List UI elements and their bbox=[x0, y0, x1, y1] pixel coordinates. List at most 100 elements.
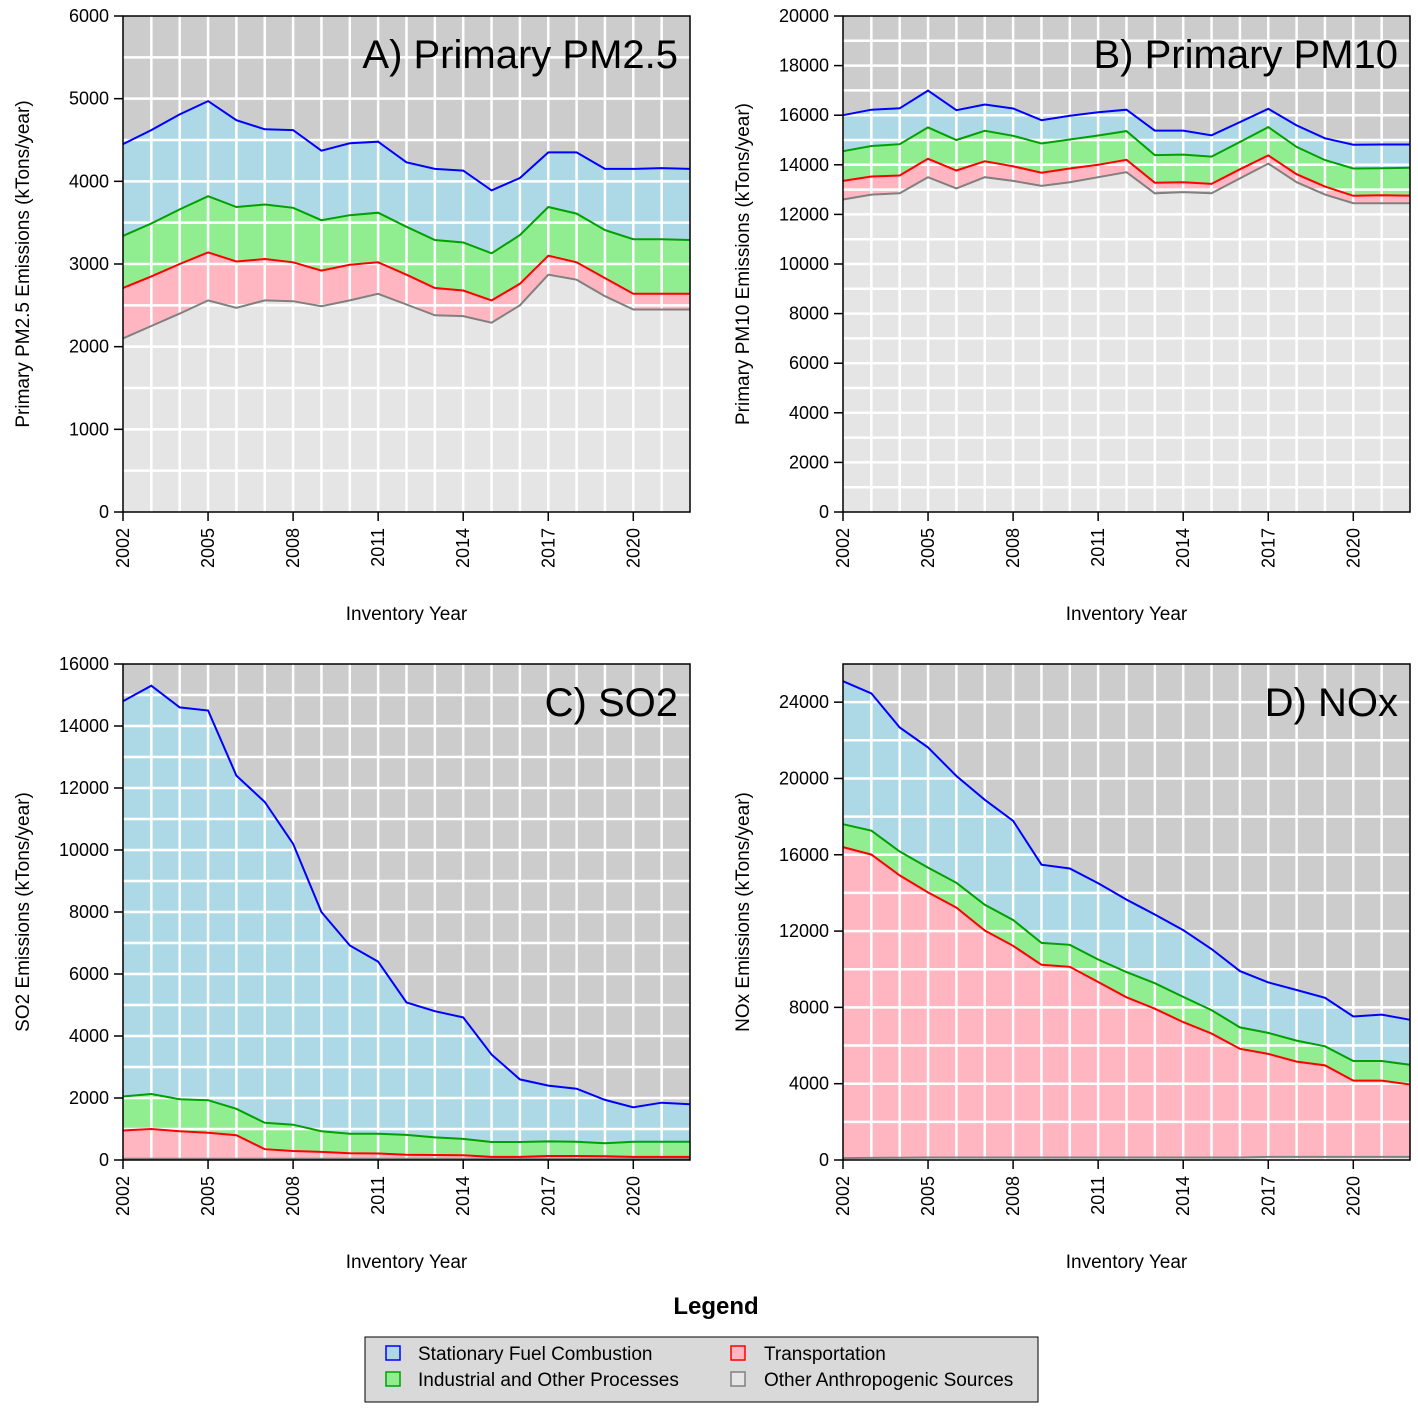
legend-swatch-stationary bbox=[385, 1345, 401, 1361]
x-tick-label: 2008 bbox=[1003, 528, 1023, 568]
x-tick-label: 2005 bbox=[198, 1176, 218, 1216]
panel-title: B) Primary PM10 bbox=[1094, 33, 1399, 77]
x-tick-label: 2002 bbox=[833, 528, 853, 568]
line-transportation bbox=[842, 846, 1411, 1086]
legend: Legend Stationary Fuel Combustion Transp… bbox=[364, 1293, 1039, 1403]
y-tick-label: 0 bbox=[99, 502, 109, 522]
x-tick-label: 2008 bbox=[283, 528, 303, 568]
y-axis-label: Primary PM2.5 Emissions (kTons/year) bbox=[13, 100, 34, 427]
line-industrial-processes bbox=[122, 195, 691, 255]
y-axis-label: NOx Emissions (kTons/year) bbox=[733, 792, 754, 1032]
legend-label-other: Other Anthropogenic Sources bbox=[764, 1370, 1013, 1391]
y-tick-label: 16000 bbox=[779, 105, 829, 125]
panel-title: D) NOx bbox=[1265, 681, 1398, 725]
x-tick-label: 2011 bbox=[1088, 528, 1108, 567]
x-tick-label: 2017 bbox=[1258, 528, 1278, 568]
x-tick-label: 2008 bbox=[283, 1176, 303, 1216]
x-tick-label: 2020 bbox=[1343, 528, 1363, 568]
x-axis-label: Inventory Year bbox=[1066, 1252, 1188, 1273]
y-tick-label: 8000 bbox=[69, 902, 109, 922]
grid-lines bbox=[123, 664, 690, 1160]
x-tick-label: 2020 bbox=[1343, 1176, 1363, 1216]
x-tick-label: 2017 bbox=[538, 528, 558, 568]
x-axis-label: Inventory Year bbox=[1066, 604, 1188, 625]
chart-panels: 0 1000 2000 3000 4000 5000 6000 2002 2005 2008 201… bbox=[13, 6, 1411, 1273]
chart-panel-d: 0 4000 8000 12000 16000 20000 24000 2002 2005 200… bbox=[733, 663, 1411, 1273]
x-tick-label: 2014 bbox=[1173, 1176, 1193, 1216]
legend-label-stationary: Stationary Fuel Combustion bbox=[418, 1344, 652, 1365]
line-industrial-processes bbox=[842, 125, 1411, 170]
y-tick-label: 14000 bbox=[779, 155, 829, 175]
y-tick-label: 0 bbox=[819, 1150, 829, 1170]
line-other-anthropogenic bbox=[842, 162, 1410, 205]
x-axis-label: Inventory Year bbox=[346, 604, 468, 625]
y-tick-label: 0 bbox=[99, 1150, 109, 1170]
y-tick-label: 6000 bbox=[789, 353, 829, 373]
x-tick-label: 2011 bbox=[1088, 1176, 1108, 1215]
y-tick-label: 12000 bbox=[779, 921, 829, 941]
y-tick-label: 1000 bbox=[69, 419, 109, 439]
line-transportation bbox=[842, 154, 1411, 197]
y-tick-label: 12000 bbox=[779, 204, 829, 224]
y-tick-label: 24000 bbox=[779, 692, 829, 712]
y-tick-label: 12000 bbox=[59, 778, 109, 798]
grid-lines bbox=[843, 664, 1410, 1160]
y-tick-label: 10000 bbox=[59, 840, 109, 860]
line-other-anthropogenic bbox=[122, 273, 690, 340]
y-tick-label: 5000 bbox=[69, 89, 109, 109]
y-tick-label: 2000 bbox=[69, 1088, 109, 1108]
x-axis-label: Inventory Year bbox=[346, 1252, 468, 1273]
y-tick-label: 3000 bbox=[69, 254, 109, 274]
x-tick-label: 2008 bbox=[1003, 1176, 1023, 1216]
line-industrial-processes bbox=[122, 1092, 690, 1145]
x-tick-label: 2014 bbox=[453, 528, 473, 568]
legend-swatch-industrial bbox=[385, 1371, 401, 1387]
legend-box bbox=[364, 1336, 1039, 1403]
line-stationary-fuel-combustion bbox=[842, 680, 1411, 1021]
y-tick-label: 14000 bbox=[59, 716, 109, 736]
x-tick-label: 2005 bbox=[918, 1176, 938, 1216]
chart-panel-a: 0 1000 2000 3000 4000 5000 6000 2002 2005 2008 201… bbox=[13, 6, 691, 625]
grid-lines bbox=[843, 16, 1410, 512]
y-tick-label: 0 bbox=[819, 502, 829, 522]
y-tick-label: 4000 bbox=[69, 171, 109, 191]
plot-frame bbox=[842, 663, 1411, 1161]
x-tick-label: 2011 bbox=[368, 528, 388, 567]
panel-title: A) Primary PM2.5 bbox=[362, 33, 678, 77]
y-tick-label: 16000 bbox=[59, 654, 109, 674]
y-tick-label: 2000 bbox=[789, 452, 829, 472]
line-industrial-processes bbox=[842, 823, 1411, 1066]
x-tick-label: 2002 bbox=[113, 1176, 133, 1216]
y-tick-label: 4000 bbox=[789, 403, 829, 423]
line-stationary-fuel-combustion bbox=[122, 684, 691, 1109]
x-tick-label: 2017 bbox=[1258, 1176, 1278, 1216]
y-tick-label: 20000 bbox=[779, 6, 829, 26]
y-tick-label: 4000 bbox=[789, 1074, 829, 1094]
y-tick-label: 16000 bbox=[779, 845, 829, 865]
line-transportation bbox=[122, 1127, 690, 1158]
y-axis-label: Primary PM10 Emissions (kTons/year) bbox=[733, 103, 754, 425]
x-tick-label: 2014 bbox=[1173, 528, 1193, 568]
x-tick-label: 2020 bbox=[623, 528, 643, 568]
panel-title: C) SO2 bbox=[545, 681, 678, 725]
line-stationary-fuel-combustion bbox=[842, 89, 1410, 146]
y-tick-label: 6000 bbox=[69, 6, 109, 26]
line-other-anthropogenic bbox=[842, 1155, 1410, 1160]
x-tick-label: 2011 bbox=[368, 1176, 388, 1215]
y-tick-label: 2000 bbox=[69, 337, 109, 357]
y-tick-label: 8000 bbox=[789, 997, 829, 1017]
y-tick-label: 6000 bbox=[69, 964, 109, 984]
legend-swatch-other bbox=[730, 1371, 746, 1387]
x-tick-label: 2020 bbox=[623, 1176, 643, 1216]
chart-panel-c: 0 2000 4000 6000 8000 10000 12000 14000 16000 200… bbox=[13, 654, 691, 1273]
grid-lines bbox=[123, 16, 690, 512]
x-tick-label: 2017 bbox=[538, 1176, 558, 1216]
line-stationary-fuel-combustion bbox=[122, 99, 691, 192]
line-transportation bbox=[122, 251, 690, 302]
y-tick-label: 10000 bbox=[779, 254, 829, 274]
y-tick-label: 20000 bbox=[779, 768, 829, 788]
y-axis-label: SO2 Emissions (kTons/year) bbox=[13, 792, 34, 1032]
x-tick-label: 2005 bbox=[918, 528, 938, 568]
